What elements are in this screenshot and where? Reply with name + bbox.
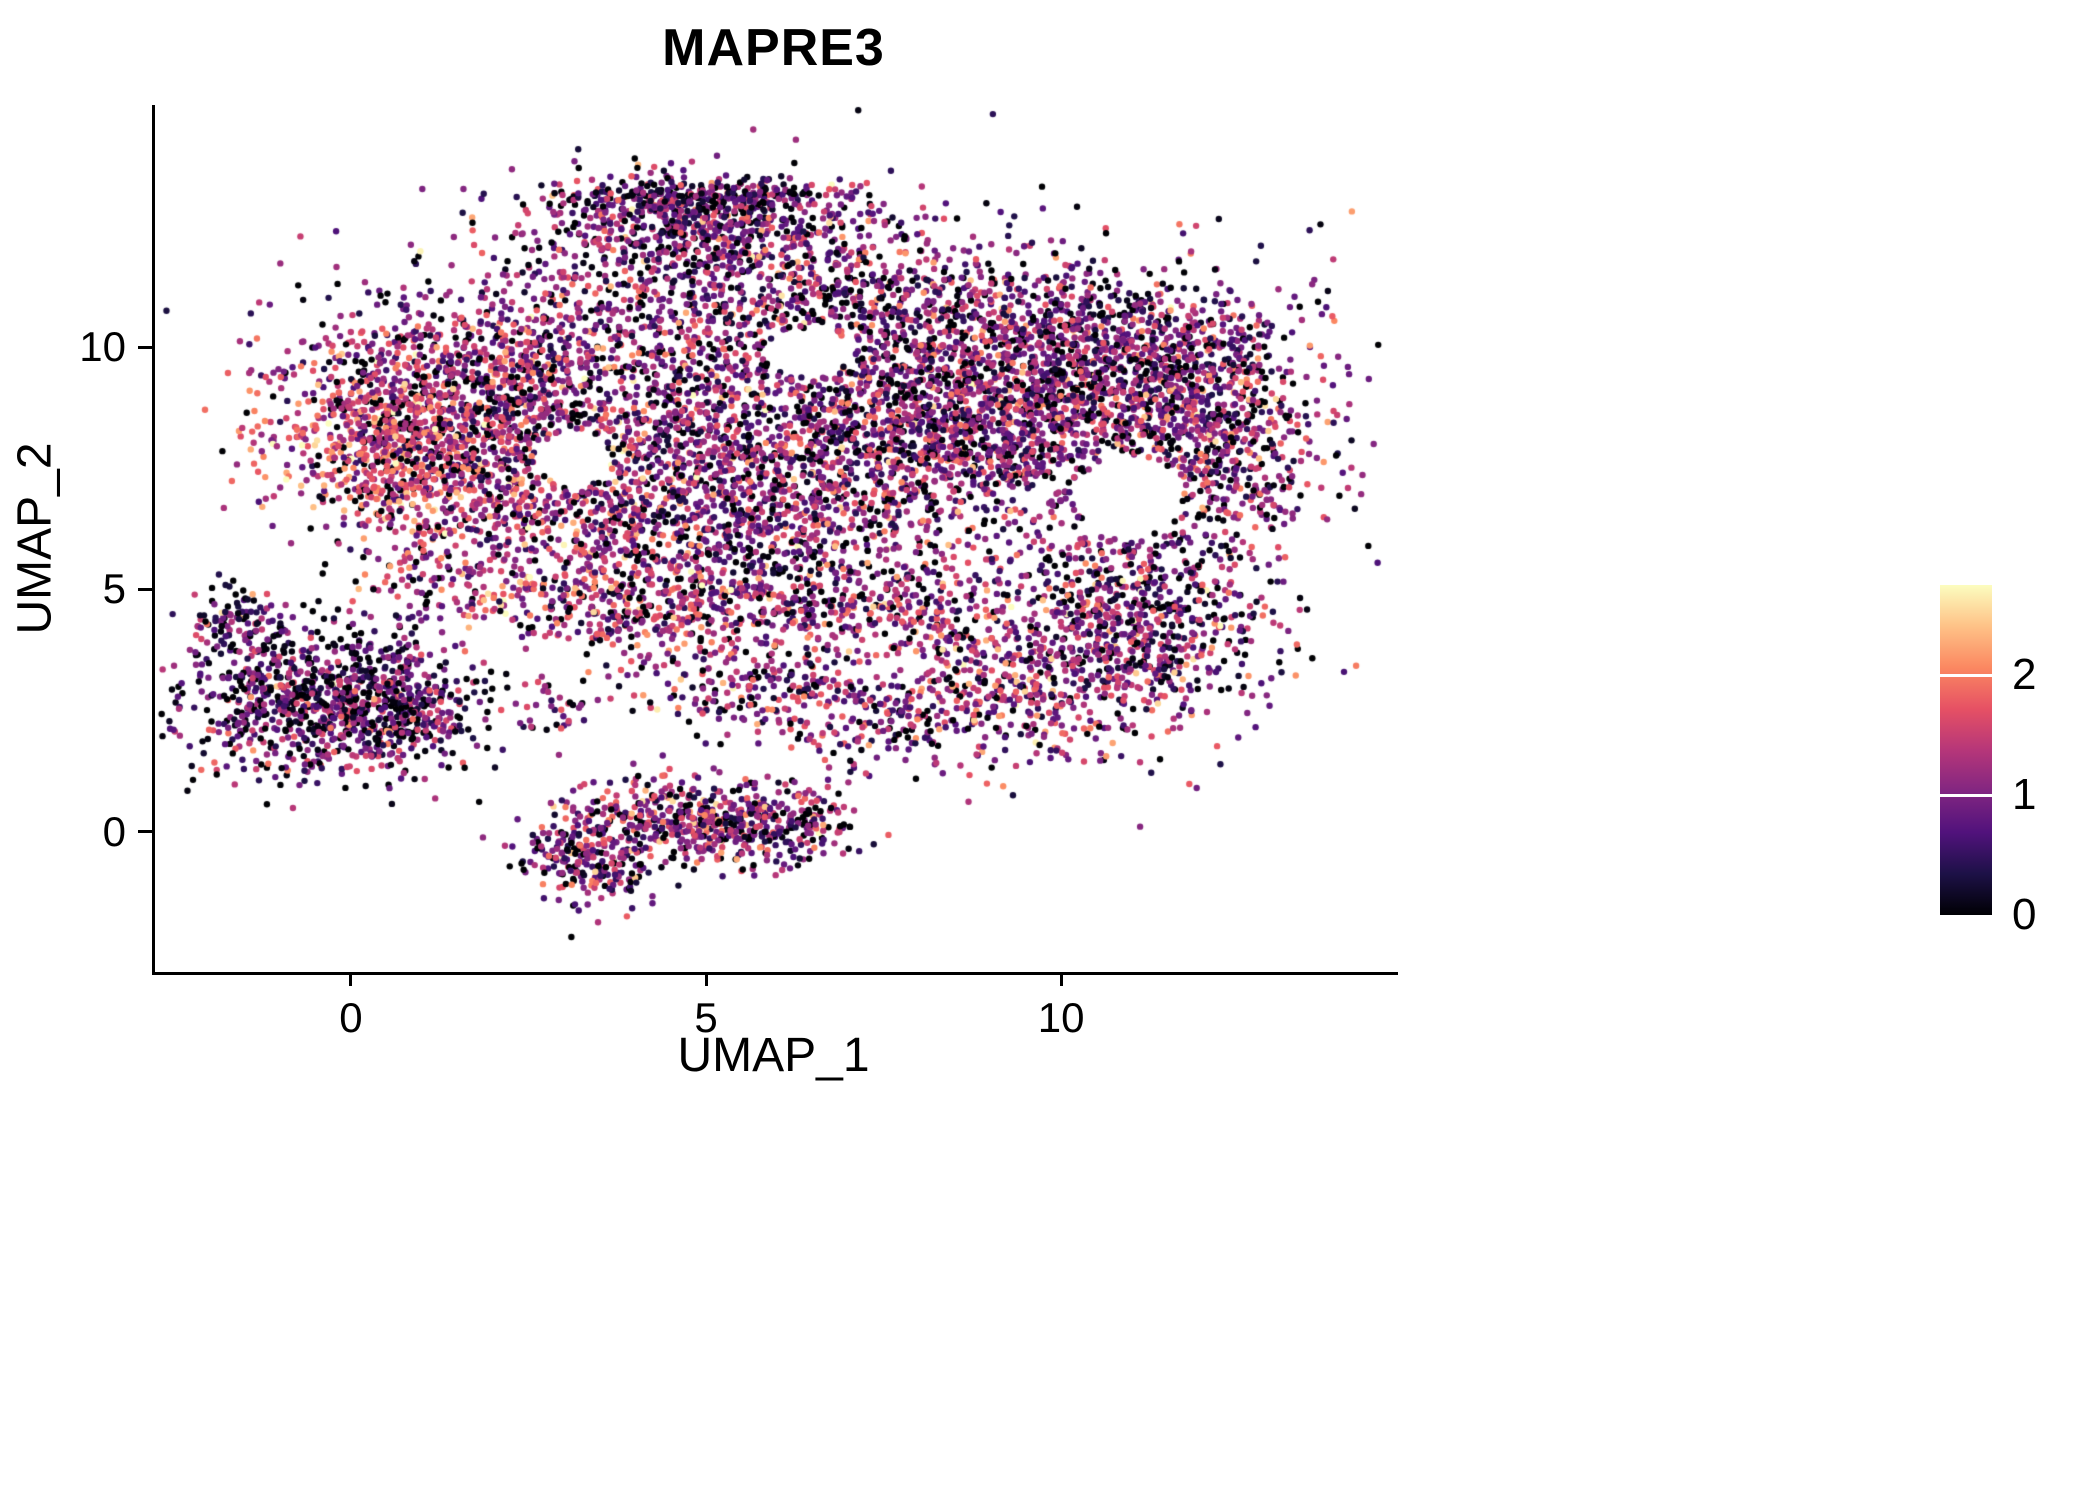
colorbar-tick-label: 1 [2012, 770, 2037, 819]
y-tick-label: 0 [102, 807, 126, 855]
x-tick-label: 5 [694, 994, 718, 1041]
x-tick-label: 0 [339, 994, 363, 1041]
scatter-points-canvas [155, 105, 1398, 972]
x-axis-title: UMAP_1 [677, 1029, 870, 1082]
x-tick-mark [704, 972, 708, 986]
colorbar-gradient [1940, 585, 1992, 915]
plot-panel [152, 105, 1398, 975]
y-tick-mark [138, 587, 152, 591]
colorbar-legend: 0 1 2 [1940, 585, 2100, 939]
colorbar-tick-mark [1940, 673, 1992, 677]
x-tick-mark [1059, 972, 1063, 986]
x-tick-mark [349, 972, 353, 986]
colorbar-tick-mark [1940, 793, 1992, 797]
x-tick-label: 10 [1037, 994, 1085, 1041]
y-tick-label: 10 [79, 323, 126, 371]
colorbar-tick-label: 0 [2012, 890, 2037, 939]
y-tick-mark [138, 830, 152, 834]
y-tick-mark [138, 345, 152, 349]
colorbar-tick-label: 2 [2012, 650, 2037, 699]
plot-title: MAPRE3 [662, 19, 885, 77]
y-tick-label: 5 [102, 565, 126, 613]
